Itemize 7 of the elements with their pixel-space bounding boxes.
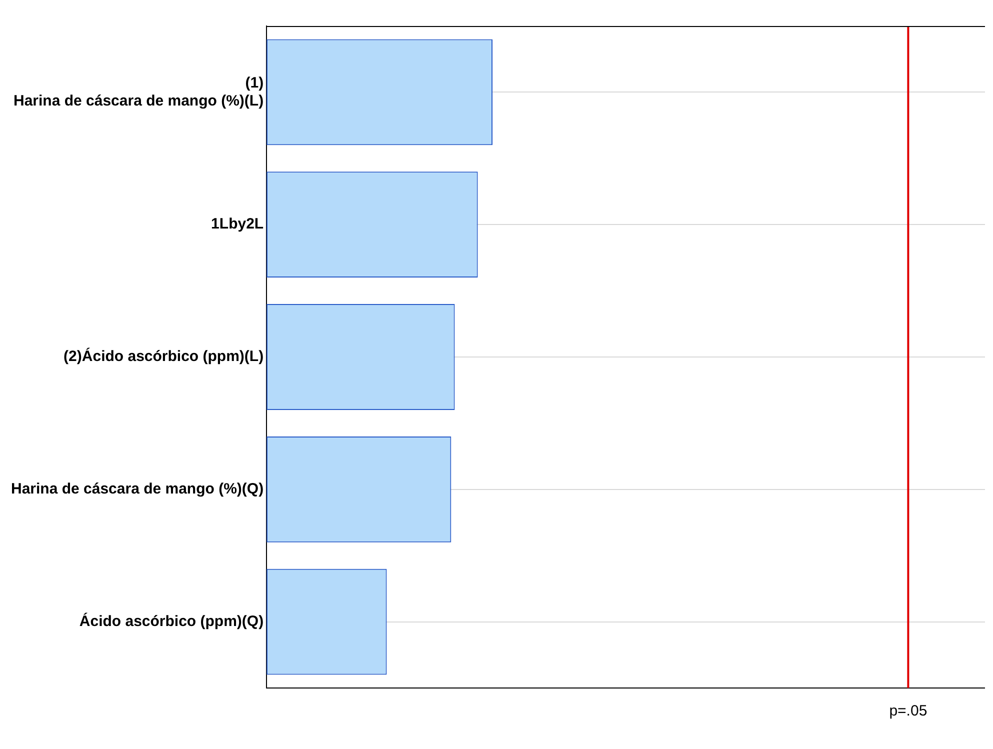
ref-line-label: p=.05 — [889, 702, 928, 720]
y-tick-label: 1Lby2L — [211, 216, 264, 233]
y-tick-label: (2)Ácido ascórbico (ppm)(L) — [64, 347, 264, 366]
category-label: (1) — [245, 74, 264, 92]
y-tick-label: Ácido ascórbico (ppm)(Q) — [79, 612, 264, 630]
category-label: Harina de cáscara de mango (%)(L) — [14, 92, 264, 110]
y-tick-label: Harina de cáscara de mango (%)(Q) — [11, 480, 264, 498]
